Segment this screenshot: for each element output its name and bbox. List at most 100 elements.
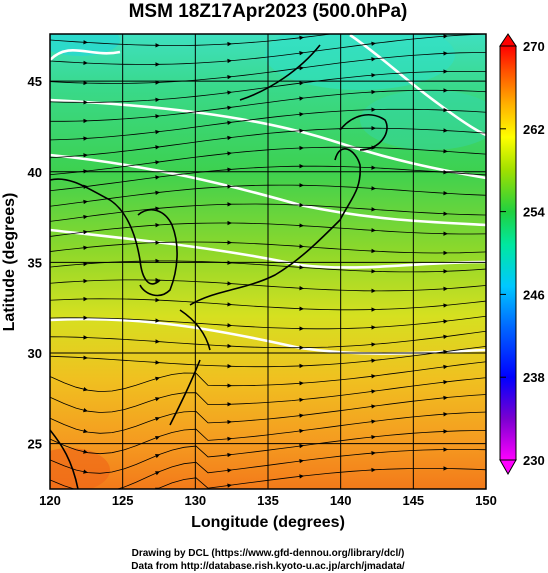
colorbar-scale	[499, 45, 517, 461]
wind-arrowhead	[443, 380, 448, 385]
colorbar-tick-label: 262	[523, 122, 545, 137]
wind-arrowhead	[227, 343, 232, 349]
y-tick-label: 35	[28, 255, 42, 270]
plot-frame	[49, 33, 487, 490]
colorbar-tick-label: 246	[523, 287, 545, 302]
wind-arrowhead	[155, 376, 160, 381]
wind-arrowhead	[443, 128, 448, 133]
wind-arrowhead	[83, 315, 88, 321]
x-tick-labels: 120 125 130 135 140 145 150	[39, 493, 497, 508]
wind-arrowhead	[299, 345, 304, 350]
wind-arrowhead	[227, 202, 232, 207]
wind-arrowhead	[83, 387, 88, 392]
wind-arrowhead	[227, 363, 232, 369]
wind-arrowhead	[443, 319, 448, 324]
wind-arrowhead	[227, 120, 232, 125]
wind-arrowhead	[299, 244, 304, 249]
wind-arrowhead	[443, 286, 448, 292]
wind-arrowhead	[371, 107, 376, 112]
wind-arrowhead	[371, 126, 376, 131]
wind-arrowhead	[299, 51, 304, 56]
wind-arrowhead	[155, 190, 160, 195]
wind-arrowhead	[227, 151, 232, 156]
wind-arrowhead	[83, 214, 88, 220]
wind-arrowhead	[371, 325, 376, 330]
map-title: MSM 18Z17Apr2023 (500.0hPa)	[129, 1, 408, 22]
wind-arrowhead	[371, 358, 376, 363]
x-tick-label: 150	[475, 493, 497, 508]
wind-arrowhead	[227, 383, 232, 388]
wind-arrowhead	[443, 395, 448, 401]
wind-arrowhead	[371, 269, 376, 274]
wind-arrowhead	[443, 51, 448, 56]
wind-arrowhead	[155, 97, 160, 103]
wind-arrowhead	[371, 207, 376, 212]
wind-arrowhead	[443, 250, 448, 256]
colorbar-tick-label: 270	[523, 39, 545, 54]
wind-arrowhead	[371, 41, 376, 46]
wind-arrowhead	[155, 114, 160, 119]
coastline-hokkaido	[339, 114, 388, 151]
wind-arrowhead	[371, 57, 376, 62]
wind-arrowhead	[299, 202, 304, 208]
colorbar: 270 262 254 246 238 230	[499, 33, 545, 476]
wind-arrowhead	[155, 435, 160, 441]
wind-arrowhead	[371, 248, 376, 254]
y-tick-label: 40	[28, 165, 42, 180]
wind-arrowhead	[371, 389, 376, 394]
isotherm-line	[349, 34, 486, 137]
wind-arrowhead	[83, 245, 88, 250]
wind-arrowhead	[227, 58, 232, 64]
wind-arrowhead	[155, 129, 160, 135]
wind-arrowhead	[83, 355, 88, 360]
isotherm-line	[50, 98, 486, 180]
wind-arrowhead	[371, 89, 376, 95]
wind-arrowhead	[83, 428, 88, 434]
wind-arrowhead	[443, 190, 448, 196]
wind-arrowhead	[299, 145, 304, 151]
wind-arrowhead	[299, 326, 304, 331]
wind-arrowhead	[83, 507, 88, 511]
wind-arrowhead	[155, 397, 160, 402]
wind-arrowhead	[83, 407, 88, 413]
wind-arrowhead	[371, 165, 376, 170]
wind-arrowhead	[227, 281, 232, 286]
wind-arrowhead	[155, 206, 160, 211]
wind-arrowhead	[227, 452, 232, 458]
wind-arrowhead	[371, 467, 376, 473]
coastline-ryukyu	[169, 359, 201, 426]
wind-arrowhead	[155, 62, 160, 67]
wind-arrowhead	[227, 90, 232, 95]
y-tick-labels: 25 30 35 40 45	[28, 74, 42, 452]
wind-arrowhead	[83, 199, 88, 205]
wind-arrowhead	[83, 296, 88, 302]
wind-arrowhead	[371, 404, 376, 409]
wind-arrowhead	[155, 318, 160, 323]
wind-arrowhead	[299, 428, 304, 434]
cold-patch-east	[360, 90, 486, 150]
wind-arrowhead	[83, 60, 88, 66]
wind-arrowhead	[371, 186, 376, 191]
wind-arrowhead	[299, 112, 304, 117]
wind-arrowhead	[371, 228, 376, 233]
wind-arrowhead	[227, 402, 232, 407]
wind-arrowhead	[443, 18, 448, 22]
wind-arrowhead	[443, 107, 448, 113]
wind-arrowhead	[371, 288, 376, 294]
wind-arrowhead	[155, 160, 160, 165]
wind-arrowhead	[227, 419, 232, 425]
colorbar-min-arrow	[499, 459, 517, 476]
wind-arrowhead	[227, 41, 232, 47]
wind-arrowhead	[371, 27, 376, 31]
wind-arrowhead	[371, 419, 376, 424]
wind-arrowhead	[443, 303, 448, 308]
wind-arrowhead	[227, 436, 232, 442]
x-tick-label: 145	[402, 493, 424, 508]
coastline-sakhalin-coast	[239, 44, 321, 101]
x-axis-label: Longitude (degrees)	[191, 514, 345, 531]
credit-data: Data from http://database.rish.kyoto-u.a…	[131, 561, 405, 572]
wind-arrowhead	[371, 342, 376, 347]
wind-arrowhead	[155, 360, 160, 365]
wind-arrowhead	[299, 458, 304, 464]
wind-arrowhead	[227, 468, 232, 473]
